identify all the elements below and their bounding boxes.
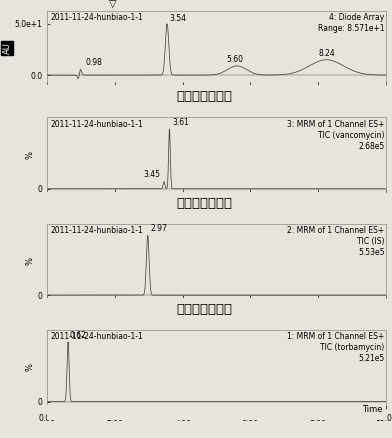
Text: 0.98: 0.98 <box>85 58 102 67</box>
Text: 8.24: 8.24 <box>318 49 335 58</box>
Text: 3.61: 3.61 <box>172 118 189 127</box>
Text: 万古霉素对照品: 万古霉素对照品 <box>176 90 232 103</box>
Text: 阿替洛尔内标物: 阿替洛尔内标物 <box>176 197 232 209</box>
Text: Time: Time <box>362 405 383 413</box>
Y-axis label: AU: AU <box>2 42 11 54</box>
Y-axis label: %: % <box>25 257 34 265</box>
Text: 2.97: 2.97 <box>151 224 167 233</box>
Text: 妥布霉素对照品: 妥布霉素对照品 <box>176 303 232 316</box>
Text: 2011-11-24-hunbiao-1-1: 2011-11-24-hunbiao-1-1 <box>51 226 143 235</box>
Text: 5.60: 5.60 <box>227 55 244 64</box>
Text: 4: Diode Array
Range: 8.571e+1: 4: Diode Array Range: 8.571e+1 <box>318 13 385 33</box>
Y-axis label: %: % <box>25 151 34 159</box>
Text: 0.62: 0.62 <box>70 331 87 339</box>
Text: ▽: ▽ <box>109 0 117 9</box>
Text: 2011-11-24-hunbiao-1-1: 2011-11-24-hunbiao-1-1 <box>51 13 143 22</box>
Text: 3: MRM of 1 Channel ES+
TIC (vancomycin)
2.68e5: 3: MRM of 1 Channel ES+ TIC (vancomycin)… <box>287 120 385 151</box>
Text: 3.45: 3.45 <box>143 170 160 179</box>
Text: 2011-11-24-hunbiao-1-1: 2011-11-24-hunbiao-1-1 <box>51 120 143 129</box>
Text: 2: MRM of 1 Channel ES+
TIC (IS)
5.53e5: 2: MRM of 1 Channel ES+ TIC (IS) 5.53e5 <box>287 226 385 257</box>
Text: 1: MRM of 1 Channel ES+
TIC (torbamycin)
5.21e5: 1: MRM of 1 Channel ES+ TIC (torbamycin)… <box>287 332 385 364</box>
Text: 3.54: 3.54 <box>169 14 186 23</box>
Y-axis label: %: % <box>25 363 34 371</box>
Text: 2011-11-24-hunbiao-1-1: 2011-11-24-hunbiao-1-1 <box>51 332 143 341</box>
